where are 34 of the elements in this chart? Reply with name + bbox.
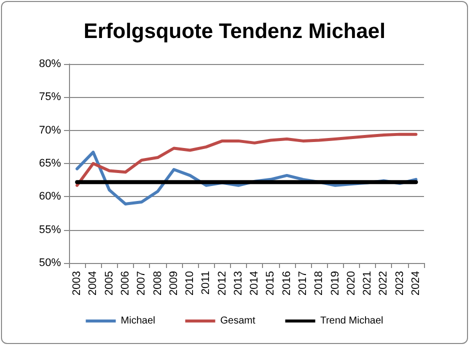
y-tick-label: 60% (38, 190, 62, 203)
y-tick-label: 70% (38, 124, 62, 136)
y-tick-label: 80% (38, 58, 62, 70)
x-tick-label: 2009 (168, 271, 180, 296)
y-tick-label: 55% (38, 224, 62, 236)
y-tick-label: 75% (38, 91, 62, 104)
x-tick-label: 2013 (232, 271, 244, 296)
legend-label: Michael (120, 316, 156, 326)
x-tick-label: 2022 (378, 271, 390, 296)
x-tick-label: 2007 (136, 271, 148, 296)
x-tick-label: 2024 (410, 271, 422, 296)
x-tick-label: 2008 (152, 271, 164, 296)
x-tick-label: 2016 (280, 271, 293, 296)
x-tick-label: 2018 (313, 271, 326, 296)
x-tick-label: 2015 (264, 271, 277, 296)
line-series (76, 132, 418, 187)
y-tick-label: 65% (38, 158, 62, 170)
y-tick-label: 50% (38, 257, 62, 269)
x-tick-label: 2014 (248, 271, 261, 296)
chart-title: Erfolgsquote Tendenz Michael (84, 20, 386, 43)
x-tick-label: 2005 (103, 271, 116, 296)
x-tick-label: 2011 (200, 271, 212, 295)
legend-label: Gesamt (220, 316, 256, 326)
x-tick-label: 2019 (329, 271, 342, 296)
x-tick-label: 2017 (296, 271, 309, 296)
x-tick-label: 2003 (71, 271, 84, 296)
x-tick-label: 2023 (394, 271, 406, 296)
x-tick-label: 2006 (119, 271, 132, 296)
x-tick-label: 2021 (362, 271, 374, 296)
x-tick-label: 2012 (216, 271, 228, 296)
x-tick-label: 2004 (87, 271, 100, 296)
legend-label: Trend Michael (320, 316, 384, 326)
x-tick-label: 2010 (184, 271, 196, 296)
x-tick-label: 2020 (345, 271, 358, 296)
